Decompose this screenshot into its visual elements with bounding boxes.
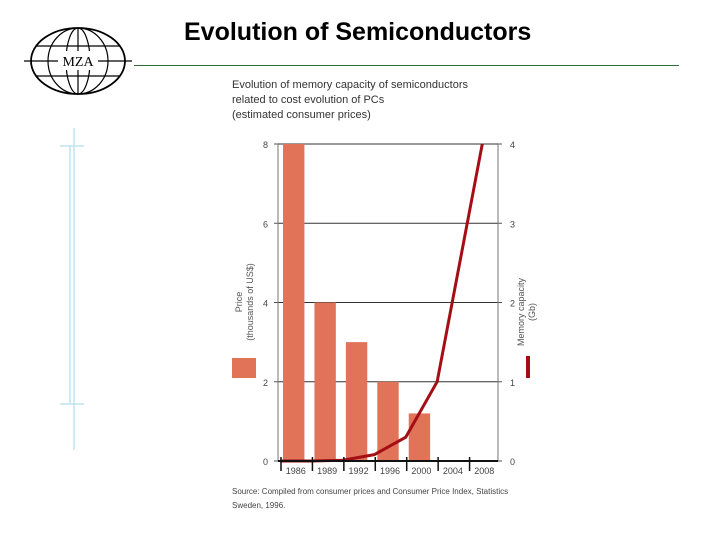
- x-tick-label: 1996: [380, 466, 400, 476]
- y-axis-label-right: Memory capacity: [516, 277, 526, 346]
- y-tick-label-right: 3: [510, 219, 515, 229]
- legend-swatch-memory: [526, 356, 530, 378]
- y-tick-label-left: 6: [263, 219, 268, 229]
- x-tick-label: 1986: [286, 466, 306, 476]
- price-bar: [283, 144, 305, 461]
- chart-figure: 0 2 4 6 8 0 1 2 3 4 1986 1989 1992 1996 2000 2004 2008 Pr…: [220, 72, 540, 517]
- figure-title: Evolution of memory capacity of semicond…: [232, 78, 532, 123]
- globe-logo-icon: MZA: [24, 27, 132, 95]
- figure-title-line: Evolution of memory capacity of semicond…: [232, 79, 468, 91]
- x-tick-label: 2000: [411, 466, 431, 476]
- y-tick-label-right: 1: [510, 378, 515, 388]
- y-tick-label-left: 4: [263, 299, 268, 309]
- x-tick-label: 2004: [443, 466, 463, 476]
- source-line: Sweden, 1996.: [232, 501, 286, 510]
- y-axis-label-right: (Gb): [527, 303, 537, 321]
- figure-title-line: (estimated consumer prices): [232, 109, 371, 121]
- y-axis-label-left: (thousands of US$): [245, 263, 255, 341]
- y-tick-label-right: 0: [510, 457, 515, 467]
- y-axis-label-left: Price: [234, 292, 244, 313]
- x-tick-label: 1989: [317, 466, 337, 476]
- y-tick-label-left: 8: [263, 140, 268, 150]
- x-tick-label: 1992: [349, 466, 369, 476]
- y-tick-label-left: 0: [263, 457, 268, 467]
- price-bar: [408, 413, 431, 461]
- figure-title-line: related to cost evolution of PCs: [232, 94, 385, 106]
- price-bar: [377, 381, 399, 461]
- legend-swatch-price: [232, 358, 256, 378]
- logo-text: MZA: [62, 55, 94, 70]
- figure-source: Source: Compiled from consumer prices an…: [232, 485, 542, 513]
- decorative-bracket: [56, 124, 96, 454]
- y-tick-label-left: 2: [263, 378, 268, 388]
- y-tick-label-right: 2: [510, 299, 515, 309]
- x-tick-label: 2008: [474, 466, 494, 476]
- company-logo: MZA: [22, 24, 134, 98]
- price-bar: [345, 342, 368, 461]
- y-tick-label-right: 4: [510, 140, 515, 150]
- title-rule: [134, 65, 679, 66]
- chart-svg: 0 2 4 6 8 0 1 2 3 4 1986 1989 1992 1996 2000 2004 2008 Pr…: [232, 140, 537, 476]
- price-bar: [314, 302, 336, 461]
- source-line: Source: Compiled from consumer prices an…: [232, 487, 509, 496]
- slide-title: Evolution of Semiconductors: [184, 18, 532, 46]
